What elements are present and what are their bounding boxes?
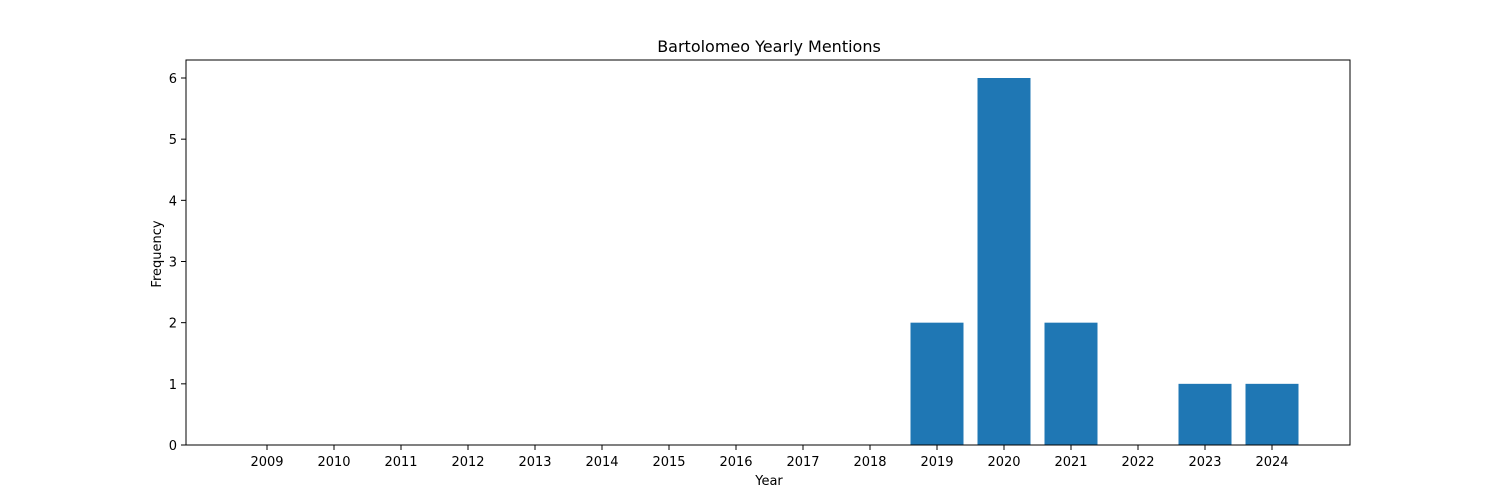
x-tick-label-2013: 2013 (518, 455, 551, 470)
x-tick-label-2016: 2016 (719, 455, 752, 470)
x-tick-label-2014: 2014 (585, 455, 618, 470)
x-tick-label-2020: 2020 (987, 455, 1020, 470)
bar-2019 (910, 322, 964, 445)
x-axis-label: Year (754, 474, 783, 489)
bar-2021 (1044, 322, 1098, 445)
y-tick-label-1: 1 (169, 378, 177, 393)
plot-frame (185, 59, 1351, 446)
x-tick-label-2021: 2021 (1054, 455, 1087, 470)
y-axis: 0 1 2 3 4 5 6 (169, 72, 186, 454)
chart-title: Bartolomeo Yearly Mentions (657, 37, 881, 56)
y-tick-label-4: 4 (169, 194, 177, 209)
y-axis-label: Frequency (150, 220, 165, 287)
x-axis: 2009 2010 2011 2012 2013 2014 2015 2016 2017 2018… (250, 445, 1289, 470)
bars-group (910, 78, 1299, 445)
x-tick-label-2015: 2015 (652, 455, 685, 470)
x-tick-label-2017: 2017 (786, 455, 819, 470)
y-tick-label-6: 6 (169, 72, 177, 87)
y-tick-label-3: 3 (169, 256, 177, 271)
x-tick-label-2011: 2011 (384, 455, 417, 470)
x-tick-label-2010: 2010 (317, 455, 350, 470)
x-tick-label-2018: 2018 (853, 455, 886, 470)
x-tick-label-2009: 2009 (250, 455, 283, 470)
x-tick-label-2019: 2019 (920, 455, 953, 470)
x-tick-label-2024: 2024 (1255, 455, 1288, 470)
bar-2023 (1178, 383, 1232, 445)
x-tick-label-2023: 2023 (1188, 455, 1221, 470)
x-tick-label-2022: 2022 (1121, 455, 1154, 470)
bar-2024 (1245, 383, 1299, 445)
y-tick-label-5: 5 (169, 133, 177, 148)
y-tick-label-0: 0 (169, 439, 177, 454)
bar-2020 (977, 78, 1031, 445)
x-tick-label-2012: 2012 (451, 455, 484, 470)
y-tick-label-2: 2 (169, 317, 177, 332)
